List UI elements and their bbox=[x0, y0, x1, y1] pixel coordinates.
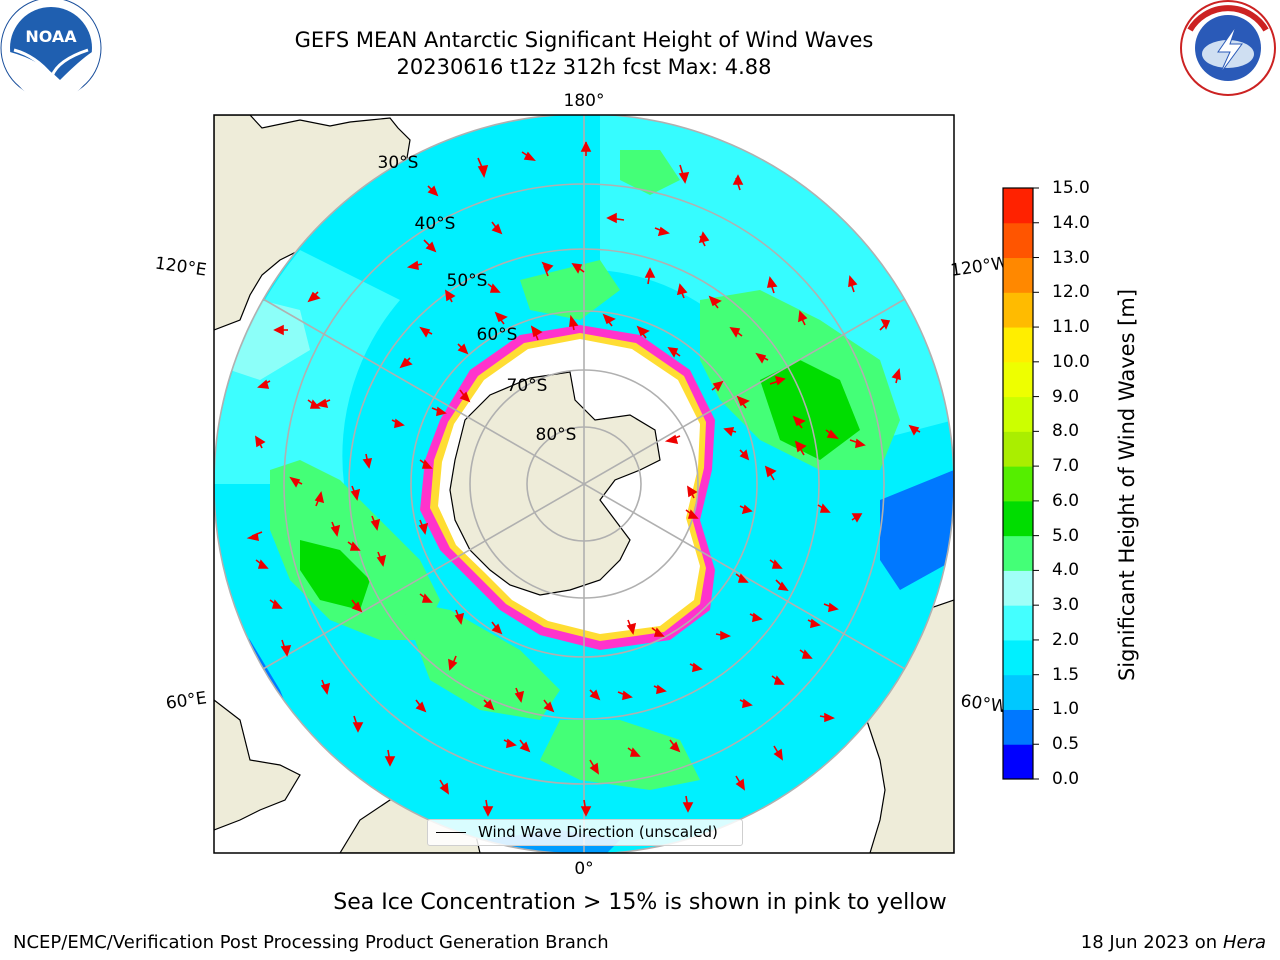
lat-label-80s: 80°S bbox=[536, 425, 577, 445]
colorbar-segment bbox=[1003, 535, 1033, 571]
lon-label-60e: 60°E bbox=[165, 688, 208, 713]
legend-label: Wind Wave Direction (unscaled) bbox=[478, 823, 718, 841]
map-legend: Wind Wave Direction (unscaled) bbox=[427, 819, 743, 846]
legend-line-icon bbox=[436, 832, 466, 833]
colorbar-segment bbox=[1003, 431, 1033, 467]
colorbar-tick-label: 8.0 bbox=[1052, 421, 1080, 442]
footer-machine: Hera bbox=[1222, 932, 1266, 953]
colorbar-segment bbox=[1003, 361, 1033, 398]
lat-label-40s: 40°S bbox=[415, 214, 456, 234]
colorbar-tick-label: 3.0 bbox=[1052, 595, 1080, 616]
nws-logo bbox=[1180, 0, 1276, 96]
colorbar-segment bbox=[1003, 709, 1033, 745]
colorbar-tick-label: 2.0 bbox=[1052, 629, 1080, 650]
colorbar-tick-label: 13.0 bbox=[1052, 247, 1090, 268]
chart-title: GEFS MEAN Antarctic Significant Height o… bbox=[294, 28, 874, 52]
sea-ice-note: Sea Ice Concentration > 15% is shown in … bbox=[333, 890, 947, 915]
footer-date: 18 Jun 2023 on Hera bbox=[1081, 932, 1266, 953]
lon-label-120e: 120°E bbox=[154, 254, 208, 281]
colorbar-segment bbox=[1003, 605, 1033, 641]
colorbar-tick-label: 10.0 bbox=[1052, 351, 1090, 372]
colorbar-segment bbox=[1003, 257, 1033, 293]
colorbar-tick-label: 7.0 bbox=[1052, 456, 1080, 477]
noaa-logo-text: NOAA bbox=[25, 27, 77, 46]
colorbar-segment bbox=[1003, 500, 1033, 537]
colorbar bbox=[1003, 187, 1039, 780]
lon-label-180: 180° bbox=[564, 91, 605, 111]
colorbar-segment bbox=[1003, 292, 1033, 328]
colorbar-tick-label: 0.0 bbox=[1052, 769, 1080, 789]
lat-label-70s: 70°S bbox=[507, 376, 548, 396]
colorbar-segment bbox=[1003, 674, 1033, 710]
colorbar-tick-label: 15.0 bbox=[1052, 178, 1090, 198]
colorbar-segment bbox=[1003, 396, 1033, 432]
chart-subtitle: 20230616 t12z 312h fcst Max: 4.88 bbox=[396, 55, 772, 79]
colorbar-tick-label: 6.0 bbox=[1052, 490, 1080, 511]
colorbar-segment bbox=[1003, 222, 1033, 259]
lat-label-30s: 30°S bbox=[378, 153, 419, 173]
colorbar-segment bbox=[1003, 466, 1033, 502]
lat-label-60s: 60°S bbox=[477, 325, 518, 345]
colorbar-tick-label: 12.0 bbox=[1052, 282, 1090, 303]
footer-credit: NCEP/EMC/Verification Post Processing Pr… bbox=[13, 932, 609, 953]
colorbar-segment bbox=[1003, 327, 1033, 363]
noaa-logo: NOAA bbox=[0, 0, 102, 101]
map-frame bbox=[213, 114, 955, 854]
colorbar-tick-label: 11.0 bbox=[1052, 317, 1090, 338]
colorbar-tick-label: 0.5 bbox=[1052, 734, 1080, 755]
lat-label-50s: 50°S bbox=[447, 271, 488, 291]
colorbar-segment bbox=[1003, 744, 1033, 780]
colorbar-tick-label: 14.0 bbox=[1052, 212, 1090, 233]
colorbar-tick-label: 5.0 bbox=[1052, 525, 1080, 546]
lon-label-0: 0° bbox=[574, 859, 593, 879]
lon-label-60w: 60°W bbox=[959, 691, 1008, 717]
colorbar-tick-label: 1.0 bbox=[1052, 699, 1080, 720]
colorbar-segment bbox=[1003, 570, 1033, 606]
graticule bbox=[214, 115, 954, 853]
wind-wave-arrows bbox=[246, 141, 921, 817]
colorbar-tick-label: 1.5 bbox=[1052, 664, 1080, 685]
colorbar-tick-label: 4.0 bbox=[1052, 560, 1080, 581]
footer-date-text: 18 Jun 2023 on bbox=[1080, 932, 1218, 953]
colorbar-frame bbox=[1002, 187, 1034, 780]
colorbar-segment bbox=[1003, 639, 1033, 676]
colorbar-label: Significant Height of Wind Waves [m] bbox=[1115, 288, 1139, 682]
colorbar-tick-label: 9.0 bbox=[1052, 386, 1080, 407]
colorbar-segment bbox=[1003, 188, 1033, 224]
lon-label-120w: 120°W bbox=[949, 253, 1009, 281]
